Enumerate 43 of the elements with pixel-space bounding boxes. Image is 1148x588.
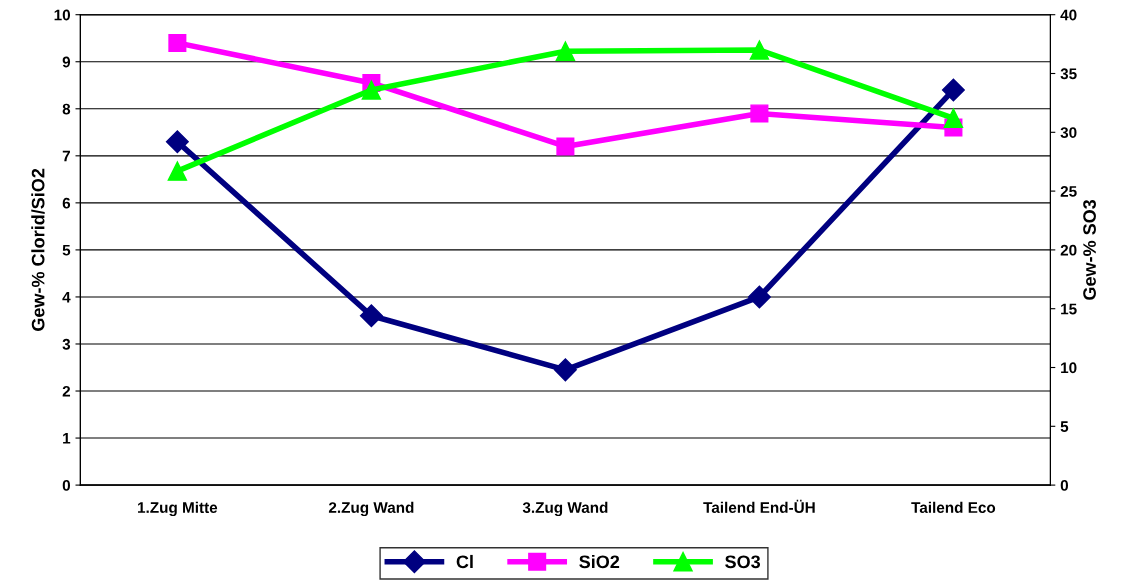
y2-tick-label: 30: [1060, 127, 1077, 139]
y-tick-label: 0: [62, 479, 71, 491]
point: [168, 33, 187, 52]
x-tick-label: 1.Zug Mitte: [138, 501, 218, 517]
point: [167, 161, 188, 181]
y-tick-label: 1: [63, 433, 71, 444]
y-tick-label: 5: [62, 244, 71, 256]
x-tick-label: 3.Zug Wand: [522, 501, 608, 517]
y2-tick-label: 0: [1060, 479, 1069, 491]
x-tick-label: 2.Zug Wand: [328, 501, 414, 517]
point: [555, 41, 576, 61]
y-axis-title: Gew-% Clorid/SiO2: [31, 168, 45, 331]
point: [750, 104, 769, 123]
legend-label: SiO2: [579, 554, 620, 569]
y-tick-label: 9: [62, 56, 71, 68]
y2-axis-title: Gew-% SO3: [1083, 199, 1096, 300]
y-tick-label: 7: [62, 150, 70, 162]
y-tick-label: 2: [62, 385, 71, 397]
point: [553, 358, 577, 382]
point: [943, 108, 964, 128]
y-tick-label: 8: [62, 103, 71, 115]
legend-label: Cl: [456, 554, 473, 569]
y2-tick-label: 25: [1060, 185, 1077, 197]
point: [359, 304, 383, 328]
y2-tick-label: 5: [1060, 421, 1069, 432]
x-tick-label: Tailend End-ÜH: [703, 499, 815, 513]
legend-label: SO3: [725, 555, 761, 569]
y-tick-label: 6: [62, 197, 71, 209]
y2-tick-label: 35: [1060, 68, 1077, 80]
y2-tick-label: 15: [1061, 303, 1077, 315]
x-tick-label: Tailend Eco: [911, 501, 996, 513]
y2-tick-label: 10: [1061, 362, 1077, 374]
point: [165, 130, 189, 154]
point: [749, 40, 770, 60]
point: [747, 285, 771, 309]
y2-tick-label: 20: [1060, 244, 1077, 256]
y-tick-label: 3: [62, 338, 71, 350]
y2-tick-label: 40: [1060, 9, 1077, 21]
point: [941, 78, 965, 102]
y-tick-label: 4: [62, 291, 71, 303]
point: [361, 80, 382, 100]
y-tick-label: 10: [54, 9, 71, 21]
point: [556, 137, 575, 156]
